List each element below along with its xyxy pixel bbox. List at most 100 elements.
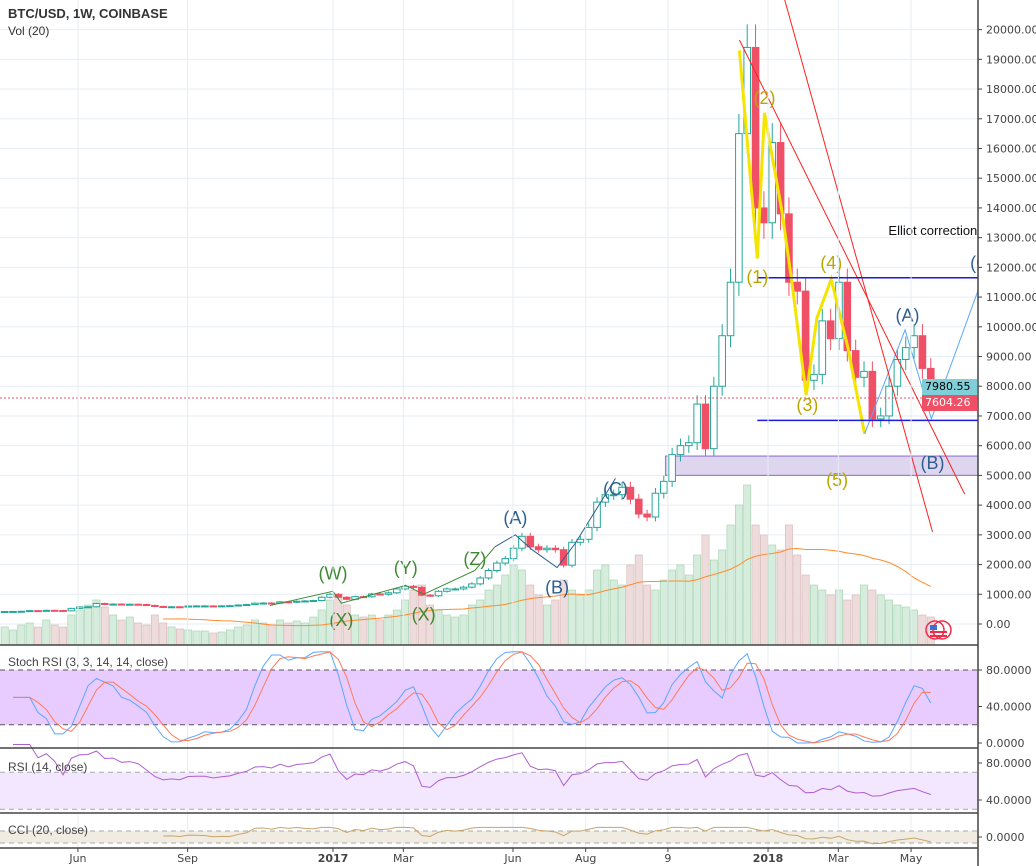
cci-title: CCI (20, close)	[8, 823, 89, 837]
wave-label: (4)	[820, 253, 842, 273]
candle	[726, 281, 735, 337]
price-tick-label: 8000.00	[986, 380, 1032, 393]
volume-bar	[518, 569, 526, 645]
candle	[735, 133, 743, 283]
candle	[317, 596, 326, 602]
volume-bar	[84, 604, 92, 645]
candle	[901, 347, 910, 360]
wave-label: (C)	[603, 479, 628, 499]
volume-bar	[601, 564, 610, 645]
candle	[526, 535, 535, 548]
candle	[618, 486, 626, 496]
volume-bar	[810, 584, 818, 645]
volume-bar	[309, 616, 318, 645]
price-tick-label: 7000.00	[986, 410, 1032, 423]
candle	[109, 603, 117, 606]
price-tick-label: 5000.00	[986, 469, 1032, 482]
candle	[626, 486, 635, 500]
candle	[451, 588, 459, 591]
candle	[584, 526, 593, 540]
volume-bar	[150, 614, 159, 645]
volume-bar	[417, 584, 426, 645]
volume-bar	[551, 599, 560, 645]
volume-bar	[568, 589, 576, 645]
wave-label: (5)	[826, 470, 848, 490]
volume-bar	[476, 599, 485, 645]
volume-bar	[226, 629, 234, 645]
candle	[493, 562, 501, 572]
candle	[309, 600, 318, 603]
wave-label: (A)	[503, 508, 527, 528]
candle	[9, 610, 17, 613]
volume-bar	[768, 544, 777, 645]
volume-bar	[351, 614, 359, 645]
volume-bar	[726, 524, 735, 645]
volume-bar	[776, 549, 785, 645]
volume-bar	[609, 579, 618, 645]
stoch-d-line	[13, 651, 931, 744]
volume-bar	[901, 606, 910, 645]
candle	[117, 603, 126, 606]
drawing-line	[784, 0, 934, 533]
indicator-tick-label: 0.0000	[986, 737, 1025, 750]
volume-bar	[459, 614, 468, 645]
volume-bar	[59, 626, 67, 645]
volume-bar	[342, 604, 351, 645]
candle	[392, 588, 401, 594]
candle	[484, 570, 493, 579]
candle	[17, 610, 26, 613]
volume-label: Vol (20)	[8, 24, 50, 38]
candle	[251, 602, 259, 606]
volume-bar	[760, 534, 768, 645]
candle	[167, 606, 176, 609]
candle	[685, 442, 693, 447]
candle	[509, 547, 518, 560]
volume-bar	[409, 589, 418, 645]
time-tick-label: Mar	[828, 852, 849, 865]
candle	[468, 583, 476, 588]
volume-bar	[359, 616, 368, 645]
flag-icon[interactable]	[922, 619, 952, 641]
time-tick-label: May	[900, 852, 923, 865]
candle	[826, 320, 835, 340]
candle	[326, 593, 334, 598]
volume-bar	[109, 614, 118, 645]
candle	[376, 593, 384, 596]
rsi-band	[0, 772, 978, 810]
candle	[443, 588, 451, 592]
rsi-title: RSI (14, close)	[8, 760, 88, 774]
candle	[184, 605, 193, 608]
volume-ma-line	[163, 547, 931, 627]
candle	[34, 610, 42, 613]
volume-bar	[634, 554, 643, 645]
volume-bar	[267, 624, 276, 645]
candle	[910, 335, 918, 349]
price-tick-label: 18000.00	[986, 83, 1036, 96]
volume-bar	[785, 524, 793, 645]
drawing-line	[269, 546, 496, 607]
wave-label: (Z)	[463, 549, 486, 569]
volume-bar	[100, 606, 109, 645]
volume-bar	[618, 584, 626, 645]
indicator-tick-label: 0.0000	[986, 831, 1025, 844]
line-price-tag: 7980.55	[922, 379, 977, 395]
price-tick-label: 10000.00	[986, 321, 1036, 334]
stoch-k-line	[13, 651, 932, 744]
candle	[201, 605, 209, 608]
candle	[918, 335, 927, 369]
cci-band	[0, 831, 978, 843]
volume-bar	[42, 619, 51, 645]
volume-bar	[509, 564, 518, 645]
volume-bar	[743, 484, 752, 645]
candle	[751, 46, 760, 209]
volume-bar	[292, 620, 301, 645]
candle	[84, 606, 92, 609]
drawing-line	[738, 39, 966, 495]
volume-bar	[818, 589, 827, 645]
symbol-title: BTC/USD, 1W, COINBASE	[8, 6, 168, 21]
candle	[134, 603, 142, 606]
candle	[217, 605, 226, 608]
time-tick-label: 2017	[318, 852, 349, 865]
